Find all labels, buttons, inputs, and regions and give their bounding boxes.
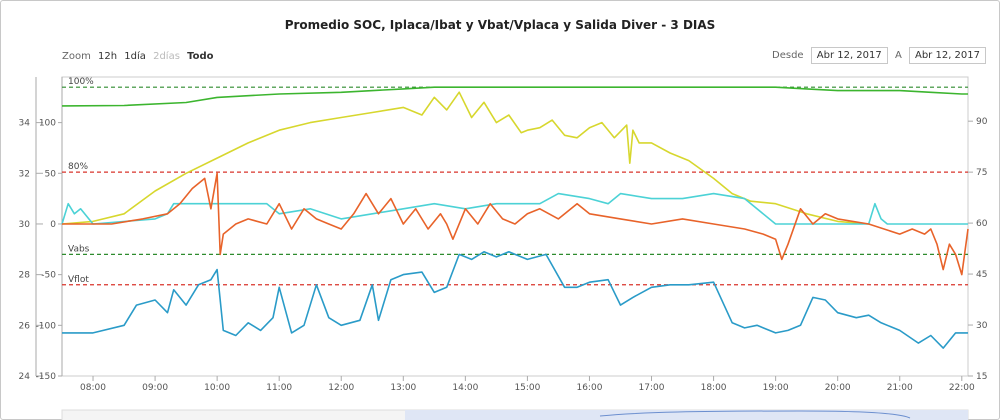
left-inner-tick-label: 50 xyxy=(45,169,57,179)
x-tick-label: 09:00 xyxy=(142,383,168,393)
plot-area xyxy=(61,76,969,377)
series-ibat xyxy=(62,172,969,276)
zoom-12h-button[interactable]: 12h xyxy=(98,51,118,62)
x-tick-label: 19:00 xyxy=(763,383,789,393)
navigator-mask xyxy=(405,410,968,420)
x-tick-label: 22:00 xyxy=(949,383,975,393)
right-tick-label: 75 xyxy=(976,168,987,178)
x-tick-label: 16:00 xyxy=(576,383,602,393)
plot-line-label: Vflot xyxy=(68,275,89,285)
right-tick-label: 15 xyxy=(976,372,987,382)
plot-line-label: 80% xyxy=(68,162,88,172)
x-tick-label: 18:00 xyxy=(701,383,727,393)
plot-line-label: Vabs xyxy=(68,244,90,254)
x-tick-label: 08:00 xyxy=(80,383,106,393)
series-iplaca xyxy=(61,192,968,225)
series-voltage xyxy=(61,91,869,225)
right-tick-label: 30 xyxy=(976,321,988,331)
zoom-label: Zoom xyxy=(62,51,91,62)
left-outer-tick-label: 34 xyxy=(19,119,31,129)
right-tick-label: 45 xyxy=(976,270,987,280)
right-tick-label: 60 xyxy=(976,219,988,229)
x-tick-label: 15:00 xyxy=(514,383,540,393)
left-outer-tick-label: 28 xyxy=(19,271,31,281)
navigator-series xyxy=(599,410,911,419)
plot-line-label: 100% xyxy=(68,77,94,87)
to-label: A xyxy=(894,50,902,61)
date-range: Desde Abr 12, 2017 A Abr 12, 2017 xyxy=(772,47,990,64)
left-inner-tick-label: -150 xyxy=(36,372,57,382)
from-date-input[interactable]: Abr 12, 2017 xyxy=(810,47,888,64)
left-outer-tick-label: 30 xyxy=(19,220,31,230)
zoom-1dia-button[interactable]: 1día xyxy=(124,51,146,62)
series-soc xyxy=(61,86,968,107)
x-tick-label: 17:00 xyxy=(639,383,665,393)
chart-title: Promedio SOC, Iplaca/Ibat y Vbat/Vplaca … xyxy=(284,18,716,32)
right-tick-label: 90 xyxy=(976,117,988,127)
left-inner-tick-label: 0 xyxy=(50,220,56,230)
zoom-2dias-button[interactable]: 2días xyxy=(153,51,180,62)
left-outer-tick-label: 24 xyxy=(19,372,31,382)
series-diver xyxy=(62,251,968,349)
left-outer-tick-label: 26 xyxy=(19,321,31,331)
zoom-todo-button[interactable]: Todo xyxy=(187,51,214,62)
x-tick-label: 14:00 xyxy=(452,383,478,393)
left-outer-tick-label: 32 xyxy=(19,169,30,179)
left-inner-tick-label: -50 xyxy=(41,271,56,281)
left-inner-tick-label: 100 xyxy=(39,119,56,129)
x-tick-label: 13:00 xyxy=(390,383,416,393)
x-tick-label: 10:00 xyxy=(204,383,230,393)
from-label: Desde xyxy=(772,50,804,61)
x-tick-label: 11:00 xyxy=(266,383,292,393)
left-inner-tick-label: -100 xyxy=(36,321,57,331)
to-date-input[interactable]: Abr 12, 2017 xyxy=(908,47,986,64)
zoom-selector: Zoom 12h 1día 2días Todo xyxy=(62,51,218,62)
x-tick-label: 20:00 xyxy=(825,383,851,393)
x-tick-label: 21:00 xyxy=(887,383,913,393)
x-tick-label: 12:00 xyxy=(328,383,354,393)
